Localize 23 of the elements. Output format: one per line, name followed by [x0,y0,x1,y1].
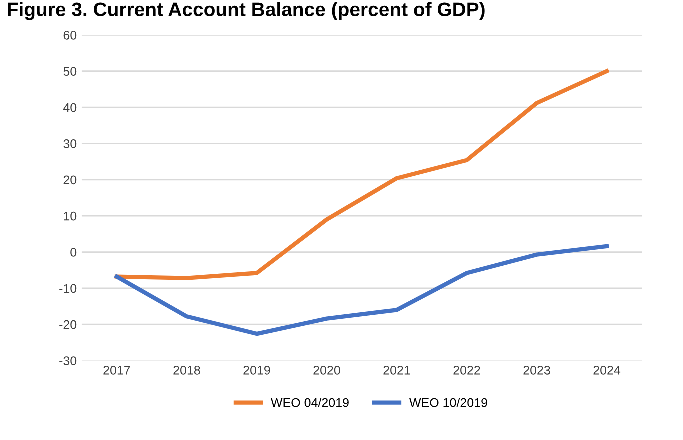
x-tick-label: 2019 [244,366,270,375]
y-tick-label: 10 [64,212,77,221]
x-tick-label: 2018 [174,366,200,375]
y-tick-label: 40 [63,103,77,112]
y-tick-label: 50 [64,67,77,76]
line-series [114,244,610,336]
x-tick-label: 2020 [314,366,340,375]
x-tick-label: 2022 [454,366,480,375]
x-tick-label: 2021 [384,366,410,375]
y-tick-label: 30 [64,140,77,148]
legend-label: WEO 04/2019 [271,398,349,408]
y-tick-label: 20 [64,176,77,185]
y-tick-label: 60 [64,31,77,40]
x-tick-label: 2024 [594,366,621,375]
chart-title: Figure 3. Current Account Balance (percent of GDP) [8,2,485,20]
y-tick-label: -10 [60,284,77,294]
line-series [114,69,610,280]
x-tick-label: 2023 [524,366,550,375]
y-tick-label: 0 [70,248,77,257]
y-tick-label: -20 [60,320,77,330]
x-tick-label: 2017 [104,366,130,375]
y-tick-label: -30 [60,356,77,366]
legend-label: WEO 10/2019 [410,398,488,408]
